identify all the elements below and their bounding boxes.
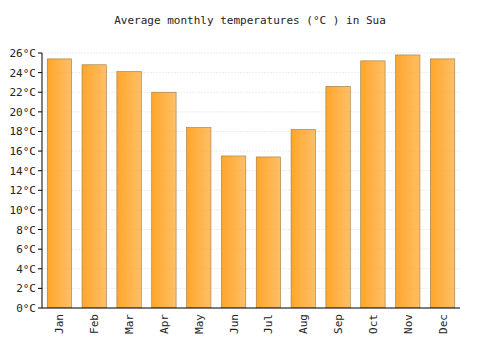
y-tick bbox=[38, 209, 42, 210]
x-tick-label: Jan bbox=[53, 314, 66, 334]
bar bbox=[47, 59, 71, 308]
x-tick-label: Nov bbox=[402, 314, 415, 334]
bar bbox=[117, 72, 141, 308]
x-tick-label: May bbox=[193, 314, 206, 334]
y-tick bbox=[38, 308, 42, 309]
y-tick-label: 8°C bbox=[16, 224, 36, 237]
x-tick-label: Aug bbox=[297, 314, 310, 334]
y-tick-label: 16°C bbox=[10, 145, 37, 158]
y-tick-label: 26°C bbox=[10, 47, 37, 60]
x-tick-label: Jul bbox=[262, 314, 275, 334]
x-tick-label: Sep bbox=[332, 314, 345, 334]
y-tick-label: 0°C bbox=[16, 302, 36, 315]
y-tick bbox=[38, 92, 42, 93]
x-tick-label: Apr bbox=[158, 314, 171, 334]
grid-line bbox=[42, 53, 460, 54]
bar bbox=[361, 61, 385, 308]
x-tick-label: Mar bbox=[123, 314, 136, 334]
bar bbox=[396, 55, 420, 308]
y-tick bbox=[38, 190, 42, 191]
bar bbox=[187, 128, 211, 308]
y-tick bbox=[38, 72, 42, 73]
y-tick bbox=[38, 288, 42, 289]
bar bbox=[152, 92, 176, 308]
grid-line bbox=[42, 308, 460, 309]
x-tick-label: Dec bbox=[437, 314, 450, 334]
y-tick bbox=[38, 131, 42, 132]
y-tick-label: 20°C bbox=[10, 106, 37, 119]
y-tick-label: 22°C bbox=[10, 86, 37, 99]
y-tick bbox=[38, 170, 42, 171]
chart-svg: Average monthly temperatures (°C ) in Su… bbox=[0, 0, 500, 350]
title: Average monthly temperatures (°C ) in Su… bbox=[114, 14, 386, 27]
y-tick-label: 10°C bbox=[10, 204, 37, 217]
y-tick bbox=[38, 111, 42, 112]
grid bbox=[42, 53, 460, 308]
bar bbox=[256, 157, 280, 308]
chart-container: Average monthly temperatures (°C ) in Su… bbox=[0, 0, 500, 350]
y-tick bbox=[38, 53, 42, 54]
bar bbox=[291, 130, 315, 309]
y-tick-label: 4°C bbox=[16, 263, 36, 276]
x-tick-label: Feb bbox=[88, 314, 101, 334]
y-tick bbox=[38, 151, 42, 152]
y-tick-label: 6°C bbox=[16, 243, 36, 256]
x-axis bbox=[42, 308, 460, 309]
y-tick-label: 12°C bbox=[10, 184, 37, 197]
y-tick-label: 24°C bbox=[10, 67, 37, 80]
bars bbox=[47, 55, 455, 308]
y-axis bbox=[42, 53, 43, 308]
x-tick-label: Oct bbox=[367, 314, 380, 334]
y-tick bbox=[38, 268, 42, 269]
bar bbox=[430, 59, 454, 308]
y-tick bbox=[38, 229, 42, 230]
x-tick-label: Jun bbox=[228, 314, 241, 334]
bar bbox=[82, 65, 106, 308]
y-tick-label: 2°C bbox=[16, 282, 36, 295]
bar bbox=[326, 86, 350, 308]
y-tick-label: 18°C bbox=[10, 125, 37, 138]
bar bbox=[221, 156, 245, 308]
y-tick-label: 14°C bbox=[10, 165, 37, 178]
y-tick bbox=[38, 249, 42, 250]
